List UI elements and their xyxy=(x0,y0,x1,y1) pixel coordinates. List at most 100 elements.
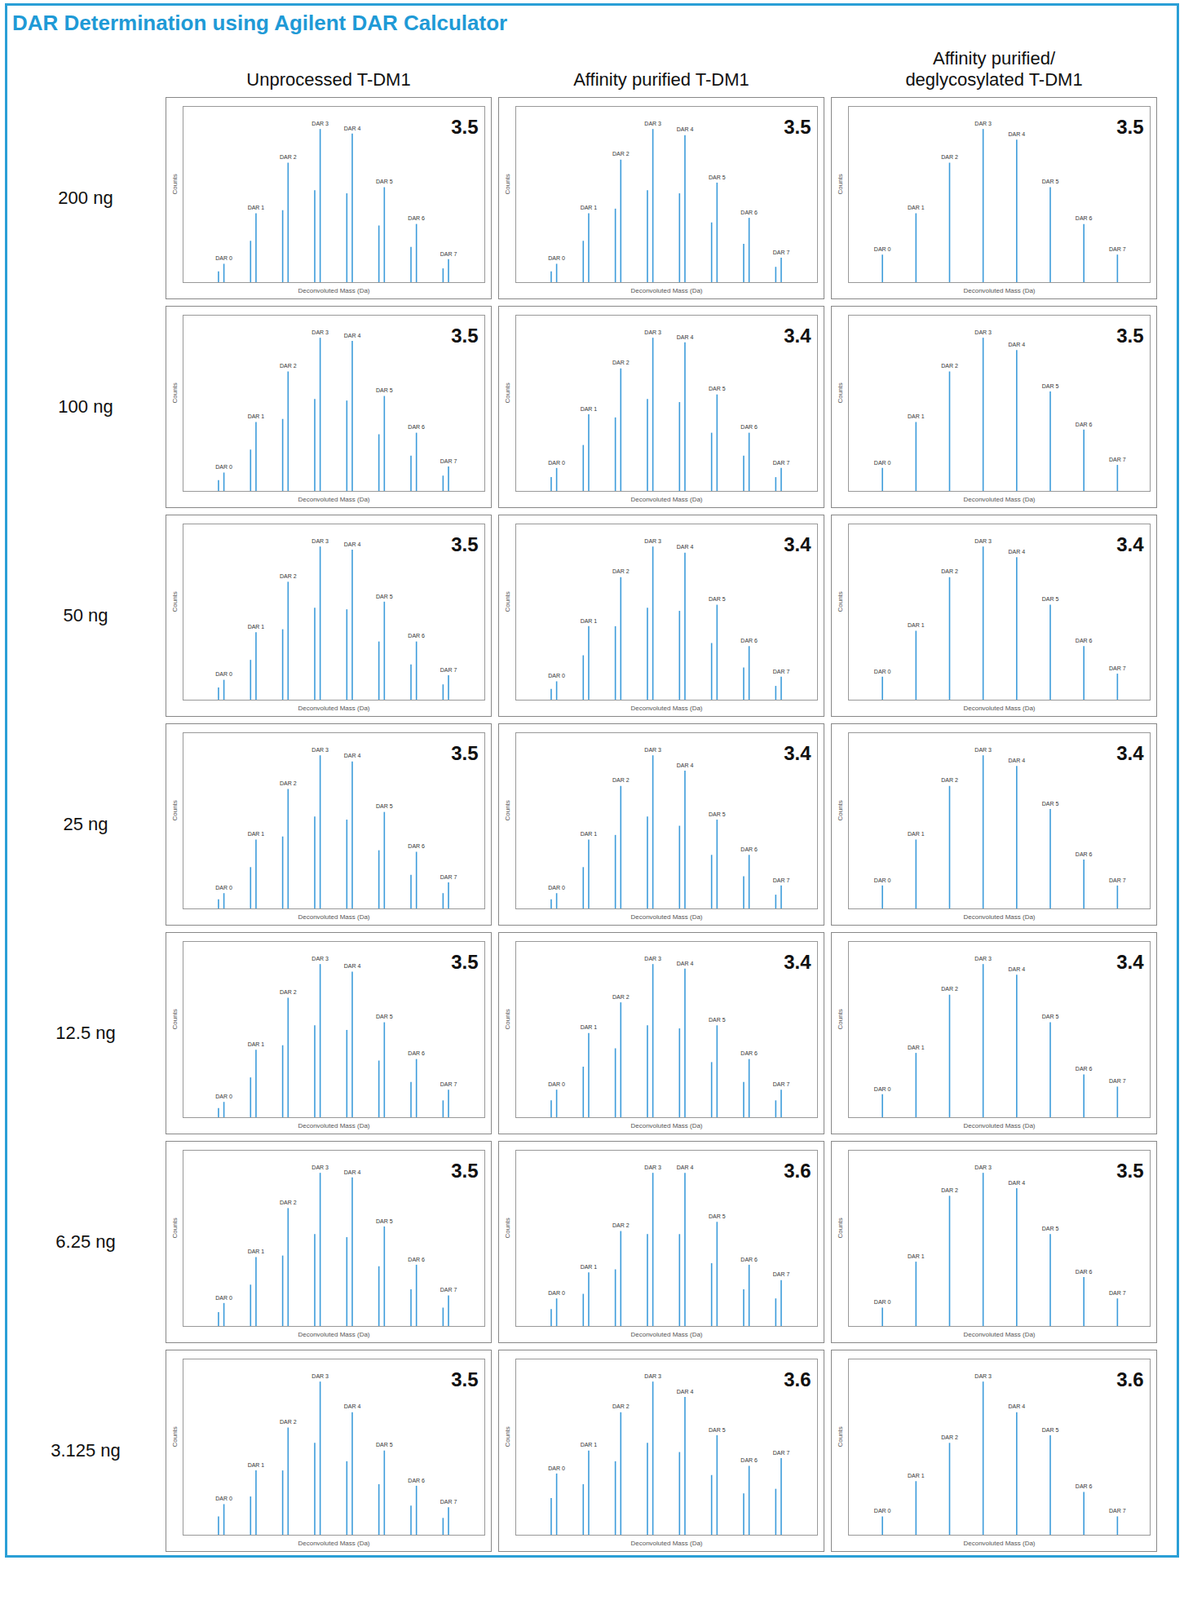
svg-text:Counts: Counts xyxy=(503,1426,512,1447)
svg-text:DAR 0: DAR 0 xyxy=(215,463,233,470)
svg-text:DAR 0: DAR 0 xyxy=(874,877,892,884)
svg-text:DAR 1: DAR 1 xyxy=(247,413,266,420)
svg-text:DAR 6: DAR 6 xyxy=(1075,1268,1093,1275)
svg-text:DAR 3: DAR 3 xyxy=(311,120,329,127)
svg-text:3.4: 3.4 xyxy=(1116,742,1145,765)
svg-text:DAR 1: DAR 1 xyxy=(580,1024,598,1030)
svg-text:Counts: Counts xyxy=(171,382,179,403)
svg-text:DAR 7: DAR 7 xyxy=(773,1271,791,1277)
svg-text:DAR 6: DAR 6 xyxy=(1075,1065,1093,1072)
svg-text:DAR 5: DAR 5 xyxy=(375,593,394,600)
svg-text:DAR 0: DAR 0 xyxy=(547,1081,566,1087)
svg-text:Deconvoluted Mass (Da): Deconvoluted Mass (Da) xyxy=(963,704,1035,712)
svg-text:DAR 2: DAR 2 xyxy=(279,989,297,995)
svg-text:DAR 0: DAR 0 xyxy=(215,884,233,891)
svg-text:Counts: Counts xyxy=(503,591,512,612)
svg-text:DAR 7: DAR 7 xyxy=(1108,1507,1127,1514)
svg-text:DAR 5: DAR 5 xyxy=(375,1218,394,1224)
svg-text:Counts: Counts xyxy=(503,1008,512,1030)
svg-text:DAR 5: DAR 5 xyxy=(708,1213,726,1220)
svg-text:DAR 4: DAR 4 xyxy=(1008,131,1026,137)
svg-text:DAR 3: DAR 3 xyxy=(644,955,662,962)
svg-text:DAR 1: DAR 1 xyxy=(247,1041,266,1048)
svg-text:DAR 1: DAR 1 xyxy=(247,204,266,211)
svg-text:DAR 4: DAR 4 xyxy=(1008,757,1026,764)
svg-text:DAR 4: DAR 4 xyxy=(676,334,694,341)
svg-text:DAR 4: DAR 4 xyxy=(676,762,694,769)
svg-text:Deconvoluted Mass (Da): Deconvoluted Mass (Da) xyxy=(630,1122,703,1130)
svg-text:DAR 1: DAR 1 xyxy=(907,413,925,420)
svg-text:DAR 7: DAR 7 xyxy=(1108,877,1127,884)
svg-text:DAR 3: DAR 3 xyxy=(644,746,662,753)
svg-text:DAR 6: DAR 6 xyxy=(407,424,425,430)
svg-text:DAR 6: DAR 6 xyxy=(407,843,425,849)
svg-text:DAR 5: DAR 5 xyxy=(1042,800,1060,807)
svg-text:Counts: Counts xyxy=(503,1217,512,1238)
svg-text:DAR 1: DAR 1 xyxy=(247,1248,266,1255)
svg-text:Counts: Counts xyxy=(171,799,179,821)
svg-text:Counts: Counts xyxy=(171,1426,179,1447)
svg-text:DAR 5: DAR 5 xyxy=(1042,1013,1060,1020)
svg-text:Deconvoluted Mass (Da): Deconvoluted Mass (Da) xyxy=(963,287,1035,295)
svg-text:3.5: 3.5 xyxy=(450,533,478,556)
svg-text:DAR 7: DAR 7 xyxy=(773,877,791,884)
svg-text:DAR 5: DAR 5 xyxy=(375,387,394,394)
svg-text:DAR 0: DAR 0 xyxy=(215,1093,233,1100)
svg-text:DAR 6: DAR 6 xyxy=(407,215,425,221)
svg-text:DAR 4: DAR 4 xyxy=(676,126,694,133)
svg-text:DAR 5: DAR 5 xyxy=(1042,383,1060,389)
svg-text:Deconvoluted Mass (Da): Deconvoluted Mass (Da) xyxy=(630,913,703,921)
svg-text:DAR 6: DAR 6 xyxy=(407,632,425,639)
svg-text:DAR 3: DAR 3 xyxy=(644,329,662,336)
svg-text:DAR 3: DAR 3 xyxy=(311,1373,329,1379)
svg-text:DAR 6: DAR 6 xyxy=(1075,851,1093,858)
svg-text:DAR 3: DAR 3 xyxy=(311,329,329,336)
svg-text:DAR 4: DAR 4 xyxy=(676,543,694,550)
svg-text:Counts: Counts xyxy=(836,591,844,612)
svg-text:Counts: Counts xyxy=(503,799,512,821)
svg-text:DAR 7: DAR 7 xyxy=(440,1286,458,1293)
svg-text:DAR 1: DAR 1 xyxy=(247,830,266,837)
svg-text:DAR 3: DAR 3 xyxy=(311,955,329,962)
svg-text:DAR 2: DAR 2 xyxy=(612,1222,630,1229)
svg-text:DAR 0: DAR 0 xyxy=(215,1495,233,1502)
svg-text:DAR 6: DAR 6 xyxy=(740,637,758,644)
svg-text:DAR 6: DAR 6 xyxy=(1075,1483,1093,1489)
svg-text:DAR 7: DAR 7 xyxy=(1108,1290,1127,1296)
svg-text:3.4: 3.4 xyxy=(783,533,812,556)
svg-text:3.5: 3.5 xyxy=(450,324,478,347)
svg-text:DAR 7: DAR 7 xyxy=(773,459,791,466)
svg-text:DAR 4: DAR 4 xyxy=(676,1164,694,1171)
svg-text:DAR 5: DAR 5 xyxy=(1042,596,1060,602)
svg-text:3.4: 3.4 xyxy=(783,742,812,765)
svg-text:Deconvoluted Mass (Da): Deconvoluted Mass (Da) xyxy=(630,495,703,504)
svg-text:DAR 1: DAR 1 xyxy=(580,406,598,412)
svg-text:DAR 4: DAR 4 xyxy=(1008,1179,1026,1186)
svg-text:DAR 6: DAR 6 xyxy=(1075,215,1093,221)
svg-text:Counts: Counts xyxy=(836,1008,844,1030)
svg-text:DAR 5: DAR 5 xyxy=(708,174,726,181)
svg-text:Deconvoluted Mass (Da): Deconvoluted Mass (Da) xyxy=(963,495,1035,504)
svg-text:Deconvoluted Mass (Da): Deconvoluted Mass (Da) xyxy=(630,1539,703,1547)
svg-text:3.5: 3.5 xyxy=(1116,324,1144,347)
svg-text:DAR 7: DAR 7 xyxy=(1108,1077,1127,1084)
svg-text:3.5: 3.5 xyxy=(783,115,811,138)
svg-text:Deconvoluted Mass (Da): Deconvoluted Mass (Da) xyxy=(963,913,1035,921)
svg-text:DAR 0: DAR 0 xyxy=(547,884,566,891)
svg-text:Deconvoluted Mass (Da): Deconvoluted Mass (Da) xyxy=(297,287,370,295)
svg-text:DAR 3: DAR 3 xyxy=(311,1164,329,1171)
svg-text:Deconvoluted Mass (Da): Deconvoluted Mass (Da) xyxy=(963,1539,1035,1547)
svg-text:DAR 4: DAR 4 xyxy=(1008,341,1026,348)
svg-text:DAR 1: DAR 1 xyxy=(907,1472,925,1479)
svg-text:Counts: Counts xyxy=(503,382,512,403)
svg-text:DAR 6: DAR 6 xyxy=(740,209,758,216)
svg-text:DAR 7: DAR 7 xyxy=(440,458,458,464)
svg-text:DAR 3: DAR 3 xyxy=(644,538,662,544)
svg-text:DAR 1: DAR 1 xyxy=(907,830,925,837)
svg-text:DAR 0: DAR 0 xyxy=(874,668,892,675)
svg-text:DAR 5: DAR 5 xyxy=(375,803,394,809)
svg-text:3.6: 3.6 xyxy=(783,1368,811,1391)
svg-text:DAR 0: DAR 0 xyxy=(215,1294,233,1301)
svg-text:DAR 7: DAR 7 xyxy=(773,1449,791,1456)
svg-text:Deconvoluted Mass (Da): Deconvoluted Mass (Da) xyxy=(630,704,703,712)
